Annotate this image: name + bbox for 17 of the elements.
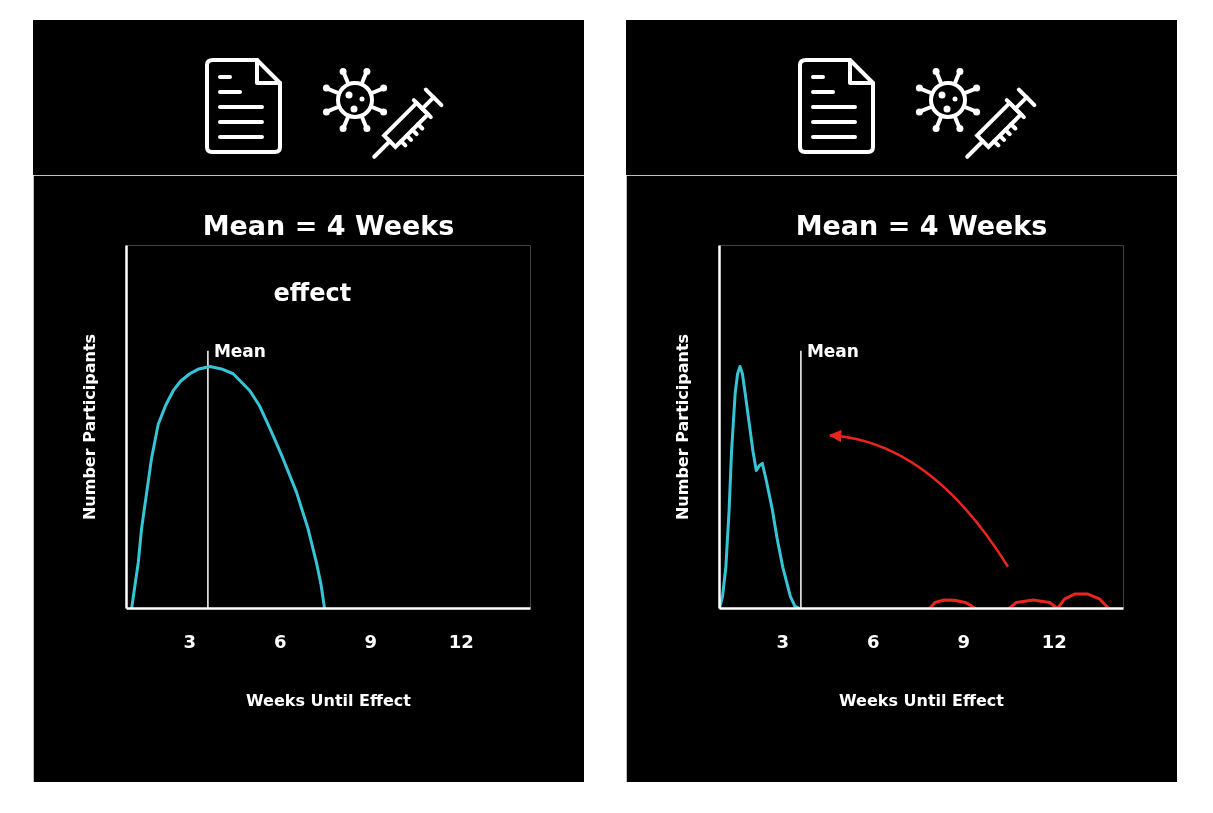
y-axis-title: Number Participants <box>79 333 99 521</box>
x-axis-title: Weeks Until Effect <box>839 690 1005 710</box>
x-tick-label: 3 <box>776 630 790 652</box>
text: effect <box>273 278 352 307</box>
y-axis-title: Number Participants <box>672 333 692 521</box>
x-tick-label: 12 <box>1041 630 1067 652</box>
x-tick-label: 6 <box>274 630 287 652</box>
ref-line-label: Mean <box>213 340 266 361</box>
x-tick-label: 9 <box>364 630 377 652</box>
chart-title: Mean = 4 Weeks <box>795 209 1048 241</box>
x-tick-label: 6 <box>867 630 880 652</box>
x-tick-label: 12 <box>448 630 474 652</box>
chart-title: Mean = 4 Weeks <box>202 209 455 241</box>
x-axis-title: Weeks Until Effect <box>246 690 412 710</box>
x-tick-label: 3 <box>183 630 197 652</box>
x-tick-label: 9 <box>957 630 970 652</box>
ref-line-label: Mean <box>806 340 859 361</box>
